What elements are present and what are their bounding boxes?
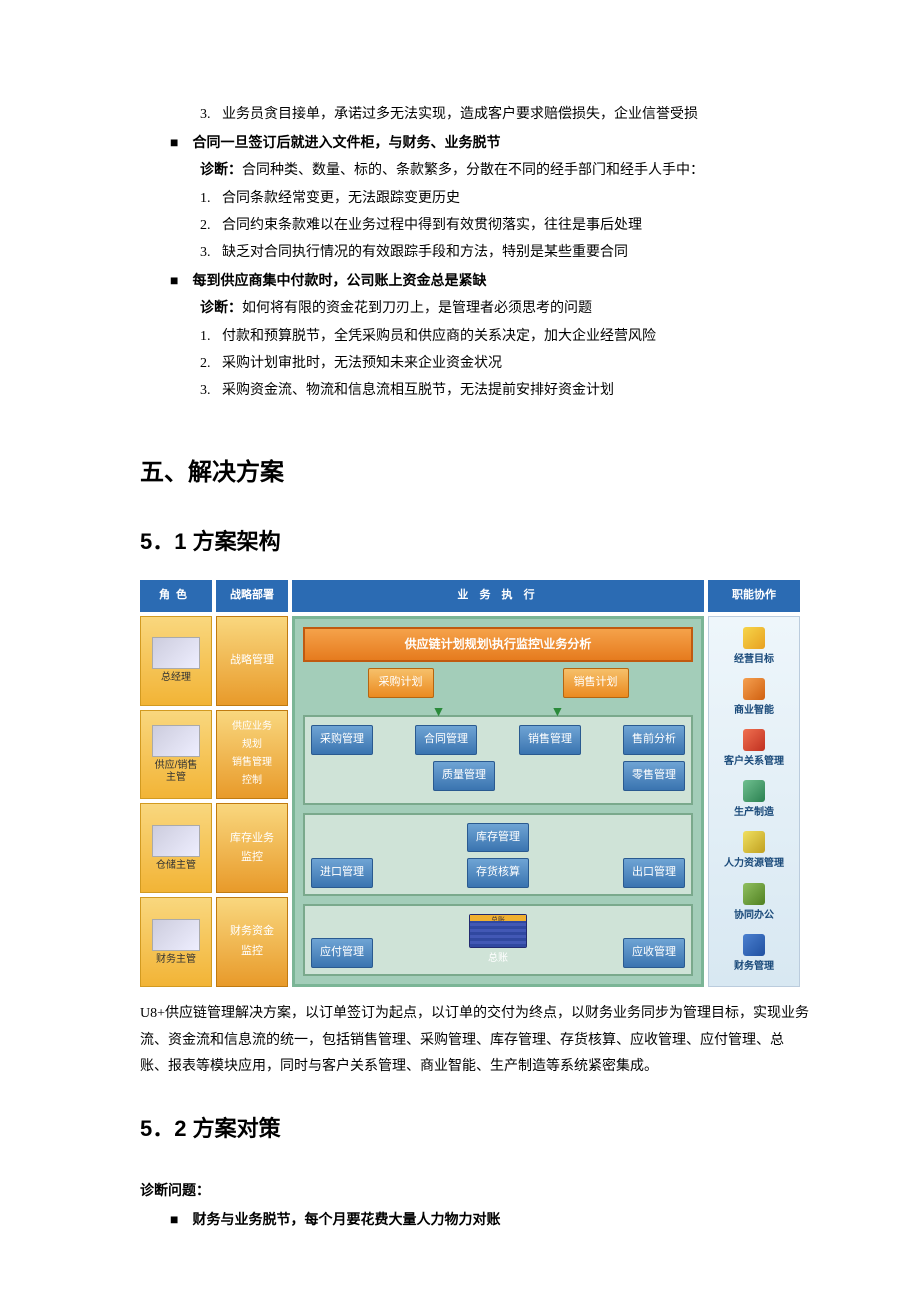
heading-strategy: 5．2 方案对策: [140, 1109, 810, 1149]
strat-cell: 库存业务 监控: [216, 803, 288, 893]
node-sales-plan: 销售计划: [563, 668, 629, 698]
node-import-mgmt: 进口管理: [311, 858, 373, 888]
list-item-text: 业务员贪目接单，承诺过多无法实现，造成客户要求赔偿损失，企业信誉受损: [222, 107, 698, 122]
crm-icon: [743, 729, 765, 751]
issue-contract-title: 合同一旦签订后就进入文件柜，与财务、业务脱节: [170, 131, 810, 156]
list-item: 3.采购资金流、物流和信息流相互脱节，无法提前安排好资金计划: [200, 378, 810, 403]
issue-fin-biz-disconnect: 财务与业务脱节，每个月要花费大量人力物力对账: [170, 1208, 810, 1233]
heading-architecture: 5．1 方案架构: [140, 522, 810, 562]
node-purchase-mgmt: 采购管理: [311, 725, 373, 755]
plan-row: 采购计划 销售计划: [303, 668, 693, 698]
exec-subpanel-2: 库存管理 进口管理 存货核算 出口管理: [303, 813, 693, 897]
heading-solution: 五、解决方案: [140, 451, 810, 494]
node-contract-mgmt: 合同管理: [415, 725, 477, 755]
finance-icon: [743, 934, 765, 956]
prev-section-list: 3.业务员贪目接单，承诺过多无法实现，造成客户要求赔偿损失，企业信誉受损: [200, 102, 810, 127]
strat-cell: 财务资金 监控: [216, 897, 288, 987]
architecture-diagram: 角色 战略部署 业 务 执 行 职能协作 总经理 供应/销售 主管 仓储主管 财…: [140, 580, 800, 987]
node-quality-mgmt: 质量管理: [433, 761, 495, 791]
node-receivable-mgmt: 应收管理: [623, 938, 685, 968]
func-crm: 客户关系管理: [724, 729, 784, 771]
functions-column: 经营目标 商业智能 客户关系管理 生产制造 人力资源管理 协同办公 财务管理: [708, 616, 800, 988]
execution-panel: 供应链计划规划\执行监控\业务分析 采购计划 销售计划 ▼ ▼ 采购管理 合同管…: [292, 616, 704, 988]
exec-subpanel-3: 应付管理 总账 总账 应收管理: [303, 904, 693, 976]
node-retail-mgmt: 零售管理: [623, 761, 685, 791]
strat-cell: 供应业务 规划 销售管理 控制: [216, 710, 288, 800]
list-item: 1.合同条款经常变更，无法跟踪变更历史: [200, 186, 810, 211]
avatar-icon: [152, 637, 200, 669]
role-finance: 财务主管: [140, 897, 212, 987]
header-role: 角色: [140, 580, 212, 612]
hr-icon: [743, 831, 765, 853]
list-item: 2.采购计划审批时，无法预知未来企业资金状况: [200, 351, 810, 376]
node-presales: 售前分析: [623, 725, 685, 755]
header-execution: 业 务 执 行: [292, 580, 704, 612]
node-general-ledger: 总账: [469, 950, 527, 968]
strat-cell: 战略管理: [216, 616, 288, 706]
func-bi: 商业智能: [734, 678, 774, 720]
list-item: 1.付款和预算脱节，全凭采购员和供应商的关系决定，加大企业经营风险: [200, 324, 810, 349]
bi-icon: [743, 678, 765, 700]
diagnosis-problems-label: 诊断问题：: [140, 1179, 810, 1204]
diagnosis-2-list: 1.付款和预算脱节，全凭采购员和供应商的关系决定，加大企业经营风险 2.采购计划…: [200, 324, 810, 404]
role-gm: 总经理: [140, 616, 212, 706]
role-warehouse: 仓储主管: [140, 803, 212, 893]
list-item: 2.合同约束条款难以在业务过程中得到有效贯彻落实，往往是事后处理: [200, 213, 810, 238]
diagnosis-1: 诊断：合同种类、数量、标的、条款繁多，分散在不同的经手部门和经手人手中：: [200, 158, 810, 183]
avatar-icon: [152, 825, 200, 857]
header-strategy: 战略部署: [216, 580, 288, 612]
ledger-icon: 总账: [469, 914, 527, 948]
diagram-header-row: 角色 战略部署 业 务 执 行 职能协作: [140, 580, 800, 612]
exec-subpanel-1: 采购管理 合同管理 销售管理 售前分析 质量管理 零售管理: [303, 715, 693, 805]
node-payable-mgmt: 应付管理: [311, 938, 373, 968]
architecture-description: U8+供应链管理解决方案，以订单签订为起点，以订单的交付为终点，以财务业务同步为…: [140, 1001, 810, 1081]
strategy-column: 战略管理 供应业务 规划 销售管理 控制 库存业务 监控 财务资金 监控: [216, 616, 288, 988]
mfg-icon: [743, 780, 765, 802]
ledger-block: 总账 总账: [469, 914, 527, 968]
func-oa: 协同办公: [734, 883, 774, 925]
func-hr: 人力资源管理: [724, 831, 784, 873]
func-finance: 财务管理: [734, 934, 774, 976]
func-mfg: 生产制造: [734, 780, 774, 822]
oa-icon: [743, 883, 765, 905]
list-item: 3.缺乏对合同执行情况的有效跟踪手段和方法，特别是某些重要合同: [200, 240, 810, 265]
func-business-goal: 经营目标: [734, 627, 774, 669]
node-stock-cost: 存货核算: [467, 858, 529, 888]
avatar-icon: [152, 919, 200, 951]
arrow-down-icon: ▼ ▼: [303, 708, 693, 715]
roles-column: 总经理 供应/销售 主管 仓储主管 财务主管: [140, 616, 212, 988]
header-function: 职能协作: [708, 580, 800, 612]
diagnosis-2: 诊断：如何将有限的资金花到刀刃上，是管理者必须思考的问题: [200, 296, 810, 321]
node-sales-mgmt: 销售管理: [519, 725, 581, 755]
avatar-icon: [152, 725, 200, 757]
node-purchase-plan: 采购计划: [368, 668, 434, 698]
list-item-3: 3.业务员贪目接单，承诺过多无法实现，造成客户要求赔偿损失，企业信誉受损: [200, 102, 810, 127]
diagnosis-1-list: 1.合同条款经常变更，无法跟踪变更历史 2.合同约束条款难以在业务过程中得到有效…: [200, 186, 810, 266]
node-inventory-mgmt: 库存管理: [467, 823, 529, 853]
issue-funds-title: 每到供应商集中付款时，公司账上资金总是紧缺: [170, 269, 810, 294]
role-supply-sales: 供应/销售 主管: [140, 710, 212, 800]
goal-icon: [743, 627, 765, 649]
exec-banner: 供应链计划规划\执行监控\业务分析: [303, 627, 693, 663]
node-export-mgmt: 出口管理: [623, 858, 685, 888]
